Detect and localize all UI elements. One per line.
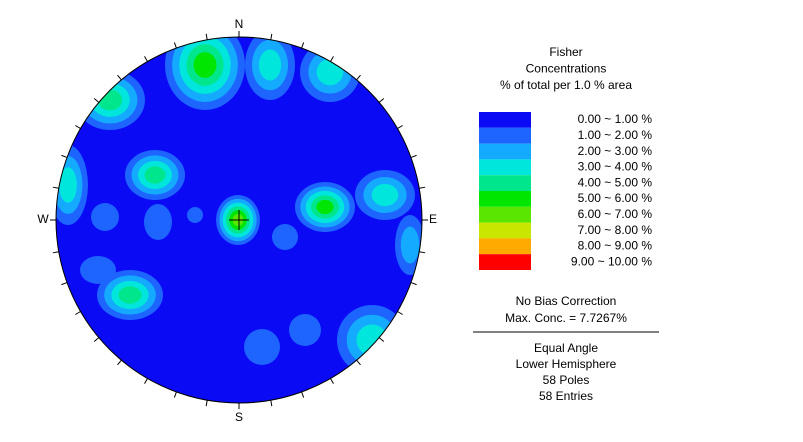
- legend-title: Fisher: [549, 45, 582, 59]
- tick: [397, 125, 403, 129]
- contour: [118, 286, 142, 304]
- legend-swatch: [479, 143, 531, 160]
- legend-title: Concentrations: [526, 62, 607, 76]
- contour: [316, 199, 334, 215]
- legend-label: 1.00 ~ 2.00 %: [578, 128, 653, 142]
- tick: [410, 154, 417, 158]
- legend-label: 2.00 ~ 3.00 %: [578, 144, 653, 158]
- contour: [193, 52, 217, 78]
- tick: [144, 56, 148, 62]
- note: Max. Conc. = 7.7267%: [505, 311, 627, 325]
- contour: [289, 314, 321, 346]
- note: Equal Angle: [534, 341, 598, 355]
- contour: [400, 226, 420, 264]
- contour: [187, 207, 203, 223]
- tick: [93, 337, 100, 342]
- legend-swatch: [479, 206, 531, 223]
- tick: [301, 42, 305, 49]
- legend-label: 9.00 ~ 10.00 %: [571, 254, 652, 268]
- legend: Fisher Concentrations % of total per 1.0 %…: [479, 45, 652, 403]
- legend-label: 0.00 ~ 1.00 %: [578, 112, 653, 126]
- legend-swatch: [479, 159, 531, 176]
- tick: [61, 282, 68, 286]
- legend-swatch: [479, 191, 531, 207]
- tick: [378, 337, 385, 342]
- note: Lower Hemisphere: [516, 357, 617, 371]
- tick: [75, 311, 81, 315]
- tick: [270, 400, 273, 407]
- legend-label: 4.00 ~ 5.00 %: [578, 175, 653, 189]
- tick: [173, 42, 177, 49]
- contour: [316, 58, 344, 86]
- tick: [330, 56, 334, 62]
- tick: [205, 400, 208, 407]
- net-ticks: [50, 31, 428, 409]
- contour: [59, 167, 77, 203]
- legend-swatch: [479, 254, 531, 270]
- legend-label: 5.00 ~ 6.00 %: [578, 191, 653, 205]
- note: 58 Poles: [543, 373, 590, 387]
- tick: [52, 186, 59, 189]
- tick: [378, 98, 385, 103]
- tick: [117, 359, 122, 366]
- contour: [371, 183, 399, 207]
- note: 58 Entries: [539, 389, 593, 403]
- compass-label: N: [235, 17, 244, 31]
- tick: [61, 154, 68, 158]
- tick: [419, 251, 426, 254]
- legend-label: 3.00 ~ 4.00 %: [578, 160, 653, 174]
- tick: [173, 391, 177, 398]
- tick: [52, 251, 59, 254]
- contour: [91, 203, 119, 231]
- contour: [144, 166, 166, 184]
- compass-label: S: [235, 410, 243, 424]
- legend-label: 7.00 ~ 8.00 %: [578, 223, 653, 237]
- density-contours: [56, 37, 422, 403]
- tick: [270, 33, 273, 40]
- legend-swatch: [479, 112, 531, 128]
- tick: [93, 98, 100, 103]
- tick: [117, 74, 122, 81]
- tick: [397, 311, 403, 315]
- contour: [244, 329, 280, 365]
- contour: [272, 224, 298, 250]
- legend-label: 8.00 ~ 9.00 %: [578, 239, 653, 253]
- tick: [205, 33, 208, 40]
- tick: [419, 186, 426, 189]
- tick: [75, 125, 81, 129]
- contour: [258, 49, 282, 81]
- contour: [356, 324, 388, 356]
- tick: [356, 74, 361, 81]
- note: No Bias Correction: [516, 294, 617, 308]
- tick: [356, 359, 361, 366]
- legend-swatch: [479, 238, 531, 255]
- legend-swatch: [479, 127, 531, 144]
- tick: [144, 378, 148, 384]
- legend-swatch: [479, 222, 531, 239]
- legend-swatch: [479, 175, 531, 191]
- contour: [144, 204, 172, 240]
- compass-label: E: [429, 212, 437, 226]
- tick: [410, 282, 417, 286]
- legend-title: % of total per 1.0 % area: [500, 78, 632, 92]
- tick: [330, 378, 334, 384]
- tick: [301, 391, 305, 398]
- legend-label: 6.00 ~ 7.00 %: [578, 207, 653, 221]
- contour: [80, 256, 116, 284]
- compass-label: W: [37, 212, 49, 226]
